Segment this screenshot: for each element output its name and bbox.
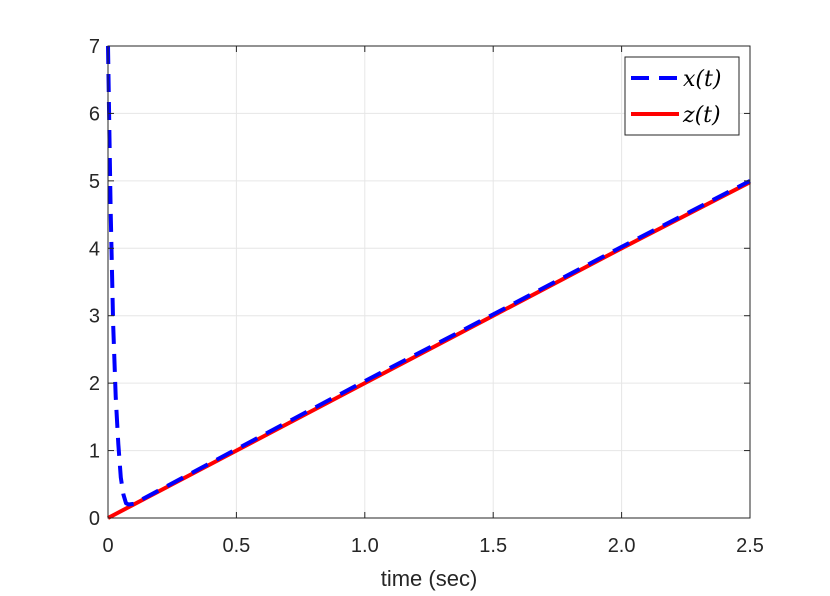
series-layer	[106, 45, 751, 520]
y-tick-label: 0	[89, 508, 100, 530]
series-line-xt	[106, 45, 751, 507]
x-tick-label: 1.5	[479, 535, 507, 557]
x-tick-label: 0.5	[222, 535, 250, 557]
y-tick-label: 7	[89, 36, 100, 58]
legend-label: z(t)	[682, 103, 721, 128]
y-tick-label: 6	[89, 103, 100, 125]
y-tick-label: 1	[89, 441, 100, 463]
y-tick-label: 5	[89, 171, 100, 193]
y-tick-label: 4	[89, 238, 100, 260]
ticks: 0 0.5 1.0 1.5 2.0 2.5 0 1 2 3 4 5 6 7	[89, 36, 764, 557]
x-tick-label: 0	[102, 535, 113, 557]
x-tick-label: 1.0	[351, 535, 379, 557]
plot-frame	[107, 45, 751, 519]
x-axis-title: time (sec)	[381, 566, 478, 591]
legend-box	[624, 56, 740, 136]
y-tick-label: 3	[89, 306, 100, 328]
legend: x(t) z(t)	[624, 56, 740, 136]
y-tick-label: 2	[89, 373, 100, 395]
x-tick-label: 2.0	[608, 535, 636, 557]
x-tick-label: 2.5	[736, 535, 764, 557]
legend-label: x(t)	[683, 67, 721, 92]
